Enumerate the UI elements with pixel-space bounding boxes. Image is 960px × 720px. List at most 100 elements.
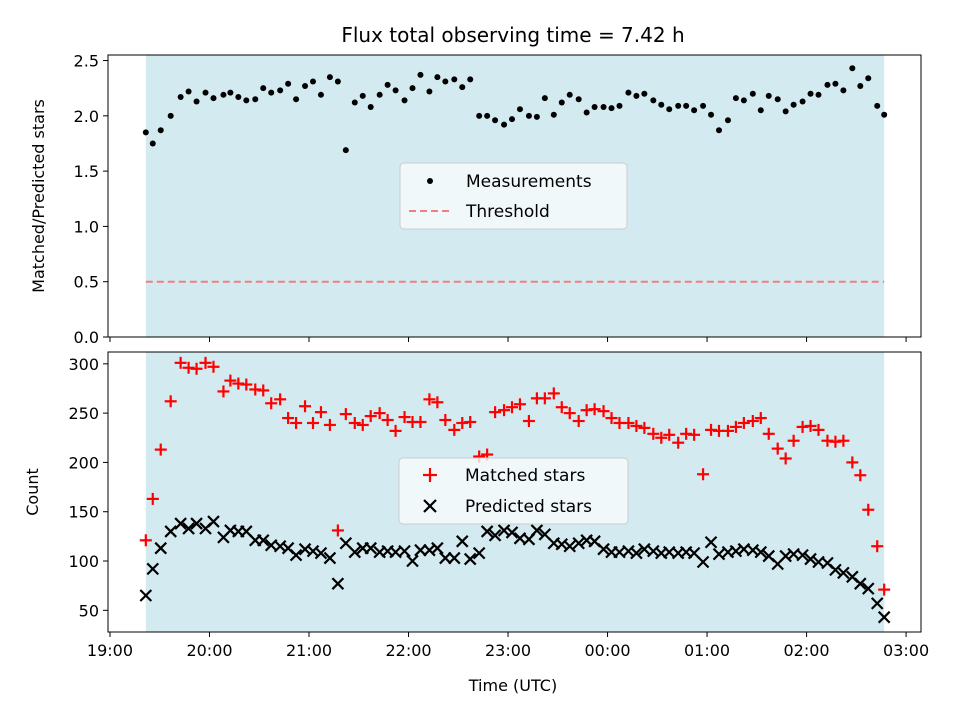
matched-star-point (154, 443, 167, 456)
measurement-point (260, 85, 267, 92)
count-panel-frame (107, 351, 922, 633)
predicted-star-point (314, 546, 328, 560)
measurement-point (650, 97, 657, 104)
predicted-star-point (597, 542, 610, 556)
matched-star-point (389, 424, 402, 437)
matched-star-point (854, 469, 867, 482)
measurement-point (807, 90, 814, 97)
matched-star-point (697, 468, 710, 481)
matched-star-point (331, 524, 344, 537)
measurement-point (384, 81, 391, 88)
matched-star-point (513, 398, 526, 411)
predicted-star-point (182, 522, 195, 535)
predicted-star-point (190, 517, 203, 530)
measurement-point (326, 74, 333, 81)
ratio-y-tick-label: 2.0 (74, 107, 99, 126)
ratio-y-tick-label: 2.5 (74, 52, 99, 71)
matched-star-point (224, 374, 237, 387)
matched-star-point (754, 412, 767, 425)
matched-star-point (339, 408, 352, 421)
measurement-point (476, 112, 483, 119)
ratio-y-tick-label: 1.5 (74, 162, 99, 181)
measurement-point (285, 80, 292, 87)
measurement-point (849, 65, 856, 72)
measurement-point (832, 80, 839, 87)
matched-star-point (871, 540, 884, 553)
measurement-point (302, 82, 309, 89)
measurement-point (558, 99, 565, 106)
measurement-point (683, 102, 690, 109)
measurement-point (857, 82, 864, 89)
measurement-point (317, 91, 324, 98)
measurement-point (484, 112, 491, 119)
predicted-star-point (448, 551, 461, 565)
matched-star-point (240, 378, 253, 391)
predicted-star-point (154, 541, 168, 555)
predicted-star-point (323, 551, 337, 565)
measurement-point (210, 95, 217, 102)
measurement-point (167, 112, 174, 119)
matched-star-point (139, 534, 152, 547)
measurement-point (359, 92, 366, 99)
count-x-tick-label: 21:00 (286, 641, 332, 660)
measurement-point (252, 96, 259, 103)
predicted-star-point (431, 541, 444, 555)
matched-star-point (373, 407, 386, 420)
predicted-star-point (406, 554, 419, 568)
matched-star-point (555, 401, 568, 414)
measurement-point (732, 95, 739, 102)
predicted-star-point (139, 589, 153, 602)
measurement-point (881, 111, 888, 118)
figure-title: Flux total observing time = 7.42 h (341, 23, 684, 47)
count-y-tick-label: 50 (79, 601, 99, 620)
measurement-point (351, 99, 358, 106)
measurement-point (442, 78, 449, 85)
predicted-star-point (877, 610, 891, 624)
measurement-point (220, 91, 227, 98)
matched-star-point (771, 442, 784, 455)
matched-star-point (547, 387, 560, 400)
matched-star-point (164, 395, 177, 408)
measurement-point (367, 103, 374, 110)
ratio-y-tick-label: 0.0 (74, 328, 99, 347)
count-x-tick-label: 00:00 (584, 641, 630, 660)
matched-star-point (306, 416, 319, 429)
measurement-point (691, 107, 698, 114)
count-x-tick-label: 01:00 (684, 641, 730, 660)
predicted-star-point (439, 551, 452, 565)
measurement-point (309, 78, 316, 85)
matched-star-point (647, 427, 660, 440)
matched-star-point (812, 423, 825, 436)
matched-star-point (190, 362, 203, 375)
matched-star-point (779, 452, 792, 465)
count-y-tick-label: 100 (68, 552, 99, 571)
measurement-point (334, 78, 341, 85)
measurement-point (658, 101, 665, 108)
measurement-point (177, 94, 184, 101)
count-y-tick-label: 300 (68, 355, 99, 374)
measurement-point (525, 112, 532, 119)
measurement-point (749, 90, 756, 97)
matched-star-point (199, 356, 212, 369)
measurement-point (459, 84, 466, 91)
measurement-point (376, 91, 383, 98)
matched-star-point (146, 492, 159, 505)
matched-star-point (207, 360, 220, 373)
matched-star-point (290, 416, 303, 429)
predicted-star-point (530, 524, 544, 537)
matched-star-point (688, 428, 701, 441)
measurement-point (865, 75, 872, 82)
count-x-tick-label: 23:00 (485, 641, 531, 660)
matched-star-point (837, 434, 850, 447)
predicted-star-point (837, 566, 850, 580)
count-x-tick-label: 20:00 (186, 641, 232, 660)
measurement-point (874, 102, 881, 109)
measurement-point (293, 96, 300, 103)
measurement-point (740, 97, 747, 104)
measurement-point (608, 105, 615, 112)
measurement-point (142, 129, 149, 136)
matched-star-point (439, 414, 452, 427)
measurement-point (724, 117, 731, 124)
matched-star-point (538, 392, 551, 405)
matched-star-point (414, 416, 427, 428)
